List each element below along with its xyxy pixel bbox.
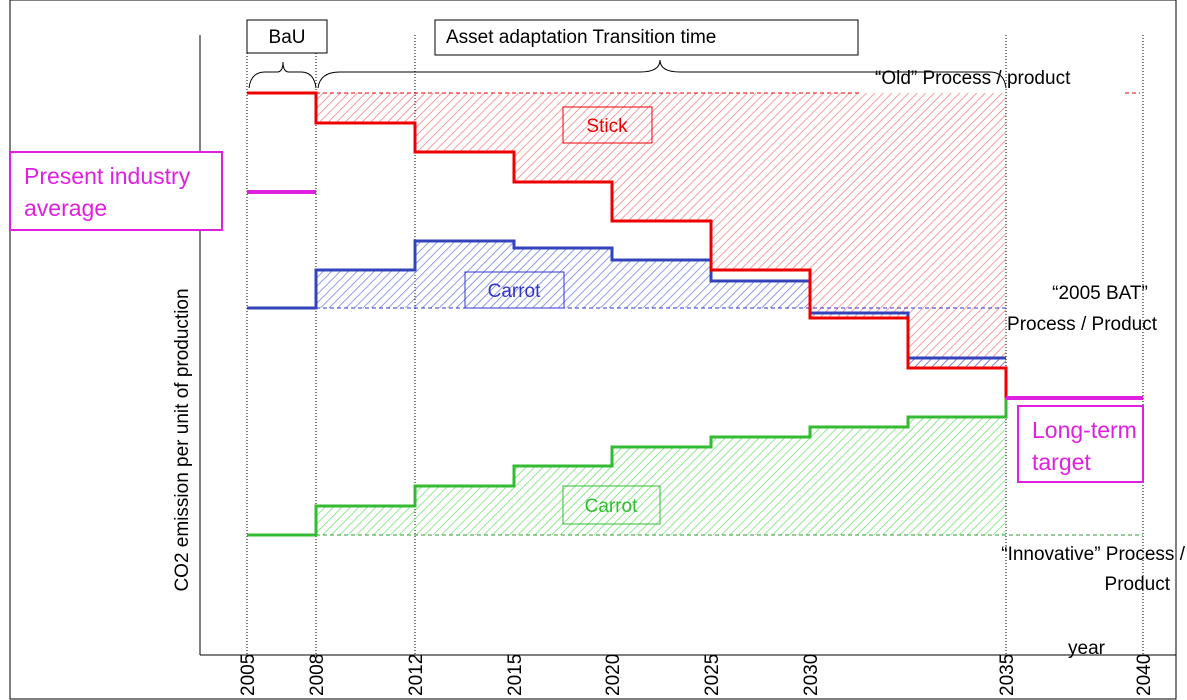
year-label: 2025 [702, 654, 723, 696]
year-label: 2008 [307, 654, 328, 696]
bat-label: Process / Product [1007, 314, 1158, 335]
carrot: Carrot [585, 496, 639, 517]
innovative-label: “Innovative” Process / [1001, 544, 1185, 565]
year-label: 2020 [603, 654, 624, 696]
stick-box [562, 106, 653, 144]
braces [248, 59, 1007, 89]
bat-label: “2005 BAT” [1052, 283, 1148, 304]
carrot-box [562, 485, 661, 525]
bat-step [247, 239, 1006, 360]
year-labels: 2005 2008 2012 2015 2020 2025 2030 2035 2040 [238, 654, 1155, 696]
stick: Stick [586, 116, 628, 137]
old-label: “Old” Process / product [875, 68, 1071, 89]
year-label: 2035 [997, 654, 1018, 696]
carrot-area [316, 417, 1006, 535]
innovative-label: Product [1105, 574, 1171, 595]
year-label: 2015 [505, 654, 526, 696]
y-axis-label: CO2 emission per unit of production [172, 288, 193, 591]
bau: BaU [269, 27, 306, 48]
long-term-label: Long-term [1032, 417, 1137, 443]
long-term-label: target [1032, 449, 1091, 475]
bau-box [246, 19, 328, 54]
frame [9, 0, 1177, 700]
year-label: 2012 [406, 654, 427, 696]
present-label: Present industry [24, 163, 191, 189]
carrot: Carrot [488, 281, 542, 302]
transition-box [434, 19, 859, 56]
carrot-area [908, 358, 1006, 368]
year-label: 2005 [238, 654, 259, 696]
x-axis-label: year [1068, 638, 1106, 659]
old-step [247, 91, 1008, 400]
carrot-area [316, 241, 810, 308]
stick-area [316, 93, 1006, 368]
long-term-box [1017, 405, 1144, 483]
carrot-box [464, 271, 565, 309]
transition: Asset adaptation Transition time [446, 27, 716, 48]
present-box [9, 151, 223, 231]
innovative-step [247, 398, 1008, 537]
present-label: average [24, 195, 107, 221]
year-label: 2030 [801, 654, 822, 696]
year-label: 2040 [1134, 654, 1155, 696]
